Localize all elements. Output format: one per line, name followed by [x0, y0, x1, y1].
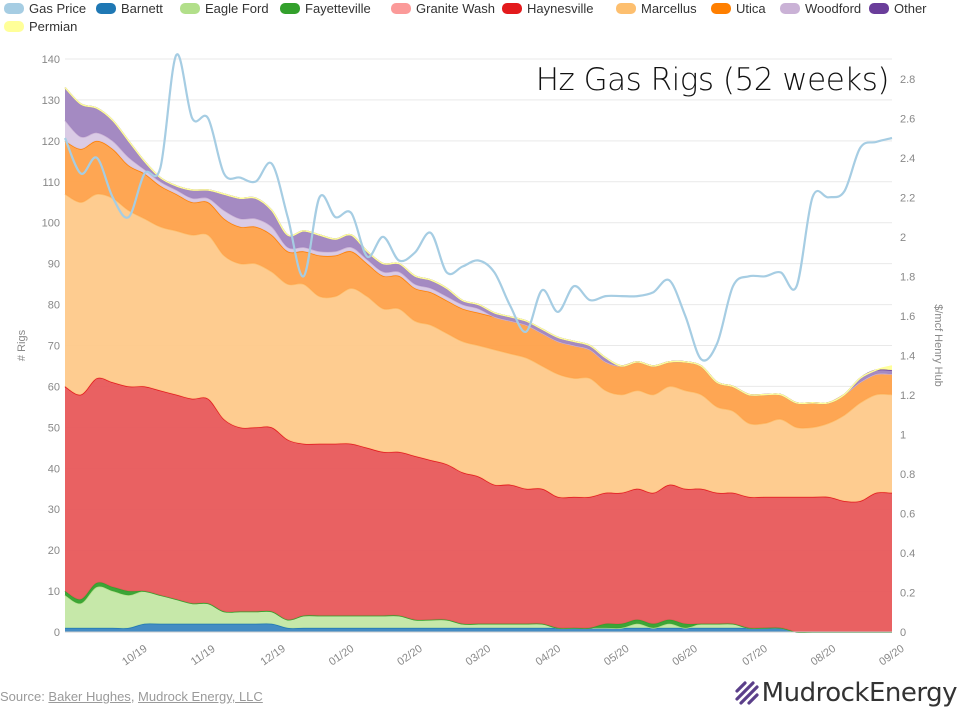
gas-price-line	[63, 53, 893, 362]
legend-label: Eagle Ford	[205, 1, 269, 16]
y-tick-label: 80	[48, 300, 60, 312]
legend-item-other[interactable]: Other	[865, 0, 927, 18]
x-tick-label: 09/20	[877, 643, 906, 669]
legend: Gas Price Barnett Eagle Ford Fayetteville Gr…	[0, 0, 961, 38]
x-tick-label: 11/19	[189, 643, 218, 668]
x-tick-label: 10/19	[120, 643, 149, 669]
y2-tick-label: 1.2	[900, 390, 915, 402]
x-tick-label: 07/20	[740, 643, 769, 669]
y2-tick-label: 0.6	[900, 508, 915, 520]
legend-item-barnett[interactable]: Barnett	[92, 0, 163, 18]
gas-price-line-layer	[63, 53, 893, 362]
y-tick-label: 10	[48, 586, 60, 598]
y2-axis-title: $/mcf Henry Hub	[932, 304, 944, 387]
y2-tick-label: 0.4	[900, 548, 915, 560]
legend-label: Gas Price	[29, 1, 87, 16]
legend-item-marcellus[interactable]: Marcellus	[612, 0, 697, 18]
y-tick-label: 20	[48, 545, 60, 557]
y2-tick-label: 0.8	[900, 469, 915, 481]
x-tick-label: 01/20	[327, 643, 356, 669]
source-link-mudrock[interactable]: Mudrock Energy, LLC	[138, 689, 263, 704]
legend-swatch	[780, 3, 800, 15]
y2-tick-label: 2.4	[900, 153, 915, 165]
legend-label: Fayetteville	[305, 1, 371, 16]
y-tick-label: 40	[48, 463, 60, 475]
y2-tick-label: 0.2	[900, 587, 915, 599]
y2-tick-label: 0	[900, 627, 906, 639]
legend-item-granite-wash[interactable]: Granite Wash	[387, 0, 495, 18]
legend-item-utica[interactable]: Utica	[707, 0, 766, 18]
y-tick-label: 30	[48, 504, 60, 516]
stacked-areas	[64, 87, 893, 634]
area-haynesville	[65, 377, 892, 633]
legend-swatch	[869, 3, 889, 15]
y2-tick-label: 2.6	[900, 113, 915, 125]
x-tick-label: 04/20	[534, 643, 563, 669]
y-tick-label: 130	[42, 95, 60, 107]
source-prefix: Source:	[0, 689, 49, 704]
legend-swatch	[96, 3, 116, 15]
y2-tick-label: 1.6	[900, 311, 915, 323]
y2-tick-label: 2.2	[900, 192, 915, 204]
legend-label: Marcellus	[641, 1, 697, 16]
area-edge-permian	[64, 87, 893, 405]
legend-label: Other	[894, 1, 927, 16]
legend-item-eagle-ford[interactable]: Eagle Ford	[176, 0, 269, 18]
mudrock-logo-icon	[735, 681, 759, 705]
x-tick-label: 05/20	[602, 643, 631, 669]
y-tick-label: 70	[48, 341, 60, 353]
legend-swatch	[4, 21, 24, 33]
x-tick-label: 08/20	[809, 643, 838, 669]
x-tick-label: 06/20	[670, 643, 699, 669]
legend-swatch	[391, 3, 411, 15]
y-tick-label: 120	[42, 136, 60, 148]
legend-item-fayetteville[interactable]: Fayetteville	[276, 0, 371, 18]
source-link-baker-hughes[interactable]: Baker Hughes	[48, 689, 131, 704]
area-marcellus	[65, 193, 892, 502]
legend-item-woodford[interactable]: Woodford	[776, 0, 861, 18]
y2-tick-label: 1.8	[900, 271, 915, 283]
legend-label: Woodford	[805, 1, 862, 16]
y-tick-label: 90	[48, 259, 60, 271]
x-tick-label: 02/20	[395, 643, 424, 669]
chart-title: Hz Gas Rigs (52 weeks)	[535, 62, 890, 98]
legend-swatch	[180, 3, 200, 15]
y2-tick-label: 1.4	[900, 350, 915, 362]
legend-item-haynesville[interactable]: Haynesville	[498, 0, 593, 18]
legend-swatch	[4, 3, 24, 15]
y-tick-label: 60	[48, 381, 60, 393]
legend-label: Granite Wash	[416, 1, 495, 16]
y-tick-label: 110	[42, 177, 60, 189]
legend-swatch	[616, 3, 636, 15]
legend-label: Permian	[29, 19, 78, 34]
y-tick-label: 140	[42, 54, 60, 66]
legend-label: Barnett	[121, 1, 163, 16]
source-separator: ,	[130, 689, 139, 704]
x-tick-label: 03/20	[464, 643, 493, 669]
y2-tick-label: 2.8	[900, 74, 915, 86]
brand-name: MudrockEnergy	[761, 678, 958, 708]
source-credit: Source: Baker Hughes, Mudrock Energy, LL…	[0, 689, 263, 704]
legend-item-gas-price[interactable]: Gas Price	[0, 0, 86, 18]
y-tick-label: 50	[48, 422, 60, 434]
legend-swatch	[502, 3, 522, 15]
x-tick-label: 12/19	[258, 643, 287, 669]
brand-logo: MudrockEnergy	[732, 676, 958, 710]
y2-tick-label: 2	[900, 232, 906, 244]
y2-tick-label: 1	[900, 429, 906, 441]
legend-item-permian[interactable]: Permian	[0, 18, 77, 36]
area-eagle-ford	[65, 586, 892, 633]
y-axis-title: # Rigs	[16, 329, 28, 361]
legend-label: Utica	[736, 1, 766, 16]
legend-label: Haynesville	[527, 1, 594, 16]
legend-swatch	[280, 3, 300, 15]
legend-swatch	[711, 3, 731, 15]
y-tick-label: 100	[42, 218, 60, 230]
y-tick-label: 0	[54, 627, 60, 639]
